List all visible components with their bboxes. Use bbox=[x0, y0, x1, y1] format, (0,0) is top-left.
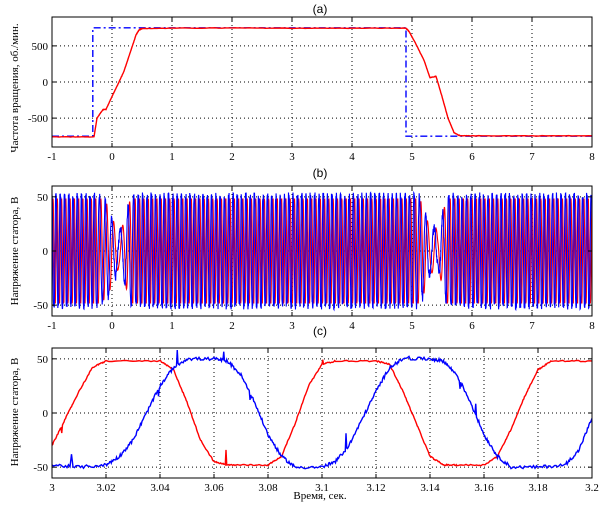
x-tick-label: 4 bbox=[349, 151, 355, 163]
x-tick-label: 1 bbox=[169, 151, 175, 163]
y-tick-label: 0 bbox=[43, 408, 49, 420]
panel-b-title: (b) bbox=[313, 166, 328, 180]
y-tick-label: 0 bbox=[43, 77, 49, 89]
panel-c-xlabel: Время, сек. bbox=[293, 490, 346, 502]
y-tick-label: -50 bbox=[33, 300, 48, 312]
blue-series-line bbox=[52, 190, 592, 312]
x-tick-label: 3.06 bbox=[204, 482, 224, 494]
panel-c-series bbox=[52, 350, 592, 470]
panel-b-series bbox=[52, 190, 592, 312]
x-tick-label: 7 bbox=[529, 320, 535, 332]
y-tick-label: -50 bbox=[33, 462, 48, 474]
x-tick-label: 3 bbox=[49, 482, 55, 494]
y-tick-label: 0 bbox=[43, 246, 49, 258]
x-tick-label: 3.2 bbox=[585, 482, 599, 494]
x-tick-label: 1 bbox=[169, 320, 175, 332]
panel-a: (a) -1 0 1 2 3 4 5 6 7 8 -500 0 500 Частота вращения… bbox=[9, 2, 595, 163]
x-tick-label: 3 bbox=[289, 320, 295, 332]
x-tick-label: 5 bbox=[409, 151, 415, 163]
x-tick-label: 3.14 bbox=[420, 482, 440, 494]
x-tick-label: 0 bbox=[109, 320, 115, 332]
x-tick-label: 7 bbox=[529, 151, 535, 163]
panel-c-ylabel: Напряжение статора, В bbox=[9, 358, 21, 467]
x-tick-label: 5 bbox=[409, 320, 415, 332]
x-tick-label: 8 bbox=[589, 320, 595, 332]
red-series-line bbox=[52, 359, 592, 467]
x-tick-label: 0 bbox=[109, 151, 115, 163]
panel-c-grid bbox=[52, 348, 592, 478]
panel-b-ticks: -1 0 1 2 3 4 5 6 7 8 -50 0 50 bbox=[33, 186, 595, 332]
x-tick-label: 3.02 bbox=[96, 482, 115, 494]
panel-a-grid bbox=[52, 17, 592, 147]
y-tick-label: 50 bbox=[37, 192, 49, 204]
x-tick-label: 8 bbox=[589, 151, 595, 163]
x-tick-label: 3.1 bbox=[315, 482, 329, 494]
x-tick-label: 3.12 bbox=[366, 482, 385, 494]
x-tick-label: 3.04 bbox=[150, 482, 170, 494]
blue-series-line bbox=[52, 350, 592, 470]
panel-b: (b) -1 0 1 2 3 4 5 6 7 8 -50 0 50 Напряжение статора… bbox=[9, 166, 595, 332]
red-series-line bbox=[52, 27, 592, 138]
x-tick-label: 2 bbox=[229, 151, 235, 163]
x-tick-label: 2 bbox=[229, 320, 235, 332]
x-tick-label: -1 bbox=[47, 151, 56, 163]
y-tick-label: 500 bbox=[32, 41, 49, 53]
panel-a-title: (a) bbox=[313, 2, 328, 16]
x-tick-label: 4 bbox=[349, 320, 355, 332]
x-tick-label: 3.16 bbox=[474, 482, 494, 494]
panel-c: (c) 3 3.02 3.04 3.06 3.08 3.1 3.12 3.14 3.16 3.18… bbox=[9, 324, 599, 502]
x-tick-label: 3.08 bbox=[258, 482, 278, 494]
panel-c-title: (c) bbox=[313, 324, 327, 338]
panel-a-ticks: -1 0 1 2 3 4 5 6 7 8 -500 0 500 bbox=[28, 17, 595, 163]
x-tick-label: -1 bbox=[47, 320, 56, 332]
panel-b-ylabel: Напряжение статора, В bbox=[9, 197, 21, 306]
x-tick-label: 6 bbox=[469, 151, 475, 163]
y-tick-label: 50 bbox=[37, 354, 49, 366]
x-tick-label: 3.18 bbox=[528, 482, 548, 494]
x-tick-label: 6 bbox=[469, 320, 475, 332]
x-tick-label: 3 bbox=[289, 151, 295, 163]
panel-a-series bbox=[52, 27, 592, 138]
panel-c-ticks: 3 3.02 3.04 3.06 3.08 3.1 3.12 3.14 3.16 3.18 3.2 -… bbox=[33, 348, 599, 494]
panel-a-ylabel: Частота вращения, об./мин. bbox=[9, 23, 21, 152]
y-tick-label: -500 bbox=[28, 113, 49, 125]
